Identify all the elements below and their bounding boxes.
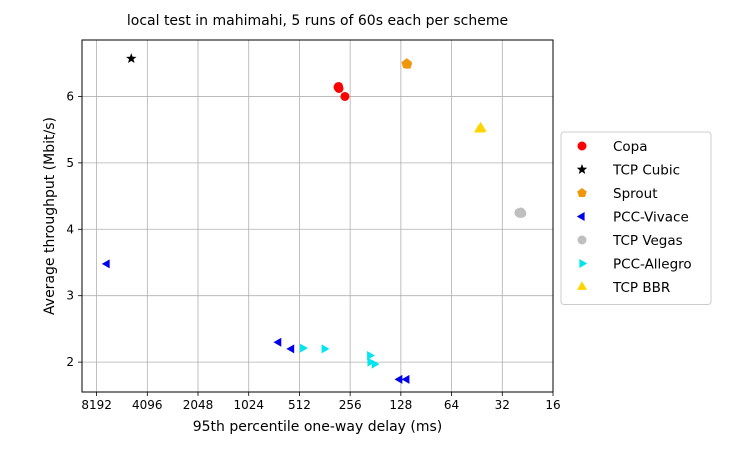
legend-marker <box>576 164 588 174</box>
legend-label: TCP Cubic <box>612 163 680 179</box>
data-point <box>402 58 412 68</box>
y-tick-label: 2 <box>66 355 74 369</box>
y-tick-label: 4 <box>66 222 74 236</box>
x-tick-label: 32 <box>495 398 510 412</box>
data-point <box>126 53 137 64</box>
legend-marker <box>576 212 585 221</box>
data-point <box>515 208 525 218</box>
grid <box>82 40 554 392</box>
data-point <box>367 350 375 360</box>
x-tick-label: 64 <box>444 398 459 412</box>
x-axis-label: 95th percentile one-way delay (ms) <box>193 419 443 435</box>
data-point <box>401 374 410 384</box>
data-point <box>273 337 282 347</box>
legend-label: TCP Vegas <box>612 233 683 249</box>
legend-label: Sprout <box>613 186 658 202</box>
x-tick-label: 512 <box>288 398 311 412</box>
legend-item: TCP Cubic <box>576 163 680 179</box>
x-tick-label: 128 <box>389 398 412 412</box>
x-tick-label: 4096 <box>132 398 163 412</box>
series-tcp-bbr <box>473 121 487 133</box>
data-point <box>340 91 350 101</box>
series-pcc-vivace <box>101 259 410 384</box>
y-axis-label: Average throughput (Mbit/s) <box>42 117 58 315</box>
legend-marker <box>576 281 588 290</box>
y-tick-label: 6 <box>66 89 74 103</box>
x-tick-label: 8192 <box>81 398 112 412</box>
x-tick-label: 16 <box>545 398 560 412</box>
data-points <box>101 53 527 384</box>
data-point <box>333 82 343 92</box>
legend: Copa TCP Cubic Sprout PCC-Vivace TCP Vegas PC… <box>560 131 712 305</box>
data-point <box>101 259 110 269</box>
series-pcc-allegro <box>300 343 380 369</box>
legend-label: PCC-Vivace <box>613 210 689 226</box>
y-tick-label: 5 <box>66 156 74 170</box>
data-point <box>371 359 380 369</box>
legend-item: Sprout <box>577 186 658 202</box>
data-point <box>321 344 330 354</box>
data-point <box>286 344 295 354</box>
data-point <box>300 343 308 353</box>
series-copa <box>333 81 350 101</box>
legend-item: TCP Vegas <box>577 233 683 249</box>
legend-label: PCC-Allegro <box>613 257 692 273</box>
legend-marker <box>577 235 587 245</box>
chart-title: local test in mahimahi, 5 runs of 60s ea… <box>127 13 508 29</box>
x-axis: 8192 4096 2048 1024 512 256 128 64 32 16 <box>81 392 561 412</box>
legend-item: TCP BBR <box>576 280 670 296</box>
y-axis: 2 3 4 5 6 <box>66 89 82 369</box>
series-tcp-cubic <box>126 53 137 64</box>
series-sprout <box>401 58 413 69</box>
x-tick-label: 2048 <box>183 398 214 412</box>
legend-marker <box>577 141 587 151</box>
legend-label: Copa <box>613 139 648 155</box>
data-point <box>394 374 403 384</box>
legend-label: TCP BBR <box>612 280 670 296</box>
data-point <box>474 123 485 133</box>
y-tick-label: 3 <box>66 289 74 303</box>
legend-item: PCC-Allegro <box>579 257 692 273</box>
x-tick-label: 256 <box>339 398 362 412</box>
legend-item: PCC-Vivace <box>576 210 689 226</box>
x-tick-label: 1024 <box>233 398 264 412</box>
legend-item: Copa <box>577 139 648 155</box>
legend-marker <box>577 188 587 198</box>
legend-marker <box>579 259 588 268</box>
data-point <box>367 357 376 367</box>
plot-area <box>81 39 554 393</box>
legend-frame <box>560 131 712 305</box>
series-tcp-vegas <box>514 207 527 218</box>
